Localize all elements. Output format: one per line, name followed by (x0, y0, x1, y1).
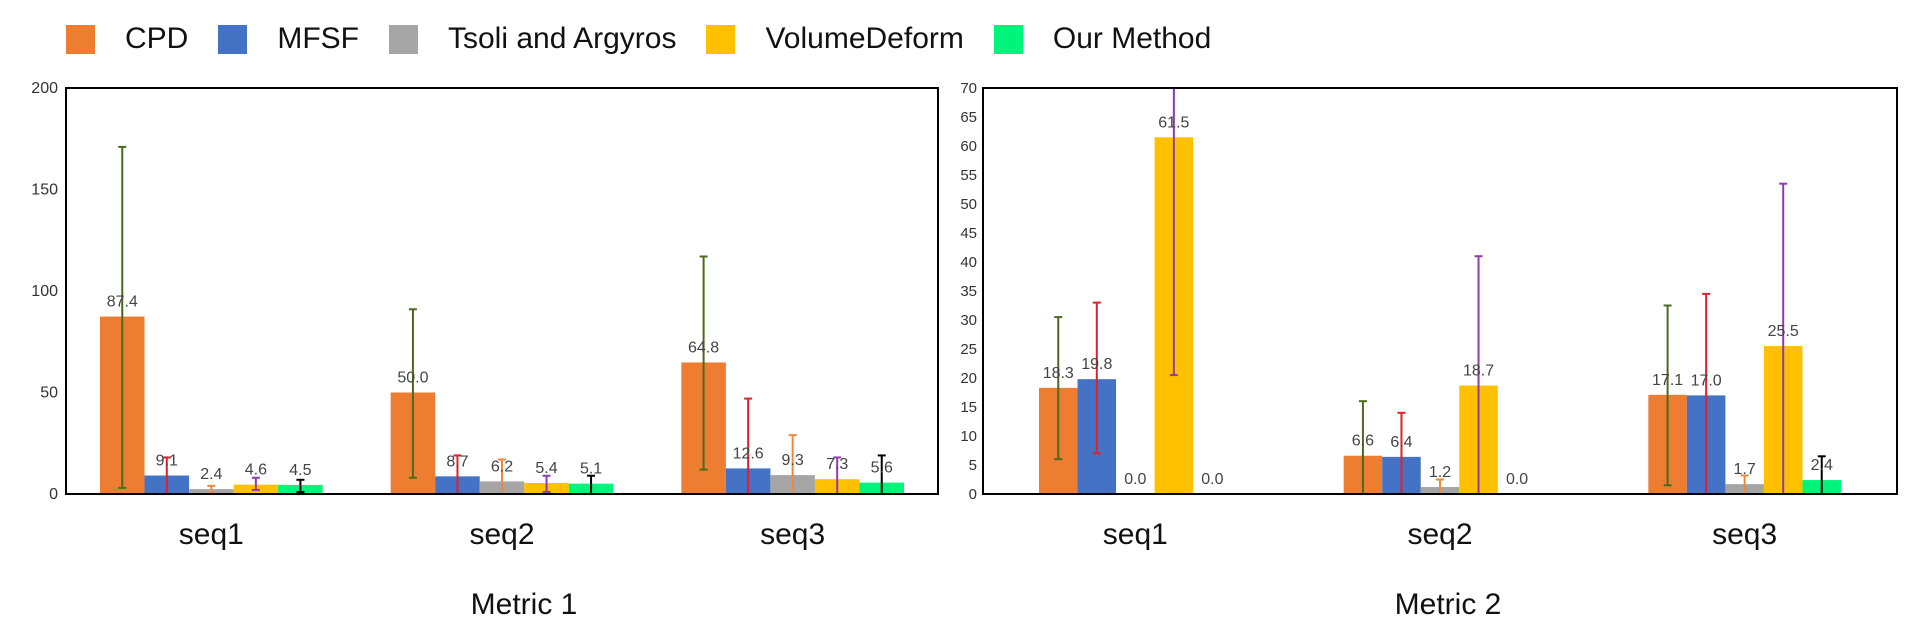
data-label-cpd-seq2: 50.0 (397, 370, 428, 387)
data-label-tsoli-and-argyros-seq2: 1.2 (1429, 464, 1451, 481)
data-label-tsoli-and-argyros-seq1: 2.4 (200, 466, 222, 483)
data-label-cpd-seq3: 64.8 (688, 339, 719, 356)
legend-item-mfsf: MFSF (218, 22, 359, 56)
error-bar-our-method-seq1 (296, 478, 305, 493)
data-label-our-method-seq3: 2.4 (1811, 457, 1833, 474)
y-tick-label-20: 20 (960, 370, 977, 387)
legend-swatch-tsoli-and-argyros (389, 24, 418, 54)
x-axis-title: Metric 1 (471, 588, 578, 621)
y-tick-label-150: 150 (31, 182, 58, 199)
error-bar-volumedeform-seq2 (542, 474, 551, 493)
legend-item-tsoli-and-argyros: Tsoli and Argyros (389, 22, 676, 56)
error-bar-volumedeform-seq1 (251, 476, 260, 491)
error-bars (118, 145, 886, 495)
data-label-our-method-seq3: 5.6 (871, 460, 893, 477)
chart-metric-2: 0 5 10 15 20 25 30 35 40 45 50 55 60 65 70 18.3 19.8 0.0 6… (960, 80, 1898, 621)
legend-swatch-cpd (66, 24, 95, 54)
error-bar-cpd-seq3 (1663, 304, 1672, 487)
legend-swatch-mfsf (218, 24, 248, 54)
data-label-tsoli-and-argyros-seq3: 1.7 (1734, 461, 1756, 478)
y-tick-label-35: 35 (960, 283, 977, 300)
legend-swatch-volumedeform (706, 24, 736, 54)
y-tick-label-100: 100 (31, 283, 58, 300)
data-label-mfsf-seq2: 8.7 (446, 453, 468, 470)
y-tick-label-5: 5 (969, 457, 977, 474)
legend-label-tsoli-and-argyros: Tsoli and Argyros (448, 22, 677, 55)
data-label-our-method-seq2: 0.0 (1506, 471, 1528, 488)
error-bar-mfsf-seq1 (1092, 301, 1101, 455)
chart-metric-1: 0 50 100 150 200 87.4 9.1 2.4 4.6 4.5 50.0 8.7 6.2 5.… (31, 80, 939, 621)
data-label-our-method-seq1: 4.5 (289, 462, 311, 479)
x-category-label-seq1: seq1 (179, 518, 244, 551)
data-label-volumedeform-seq1: 61.5 (1158, 114, 1189, 131)
plot-frame (65, 87, 939, 495)
y-tick-label-15: 15 (960, 399, 977, 416)
error-bar-cpd-seq1 (118, 145, 127, 489)
data-label-volumedeform-seq3: 25.5 (1768, 323, 1799, 340)
data-label-volumedeform-seq2: 5.4 (535, 460, 557, 477)
legend-item-volumedeform: VolumeDeform (706, 22, 964, 56)
data-label-volumedeform-seq1: 4.6 (245, 462, 267, 479)
legend-label-volumedeform: VolumeDeform (765, 22, 964, 55)
data-label-cpd-seq2: 6.6 (1352, 433, 1374, 450)
data-label-mfsf-seq1: 19.8 (1081, 356, 1112, 373)
data-label-our-method-seq1: 0.0 (1201, 471, 1223, 488)
data-label-tsoli-and-argyros-seq1: 0.0 (1124, 471, 1146, 488)
data-label-mfsf-seq3: 17.0 (1691, 372, 1722, 389)
legend-item-our-method: Our Method (993, 22, 1212, 56)
x-category-label-seq2: seq2 (1407, 518, 1472, 551)
y-tick-label-45: 45 (960, 225, 977, 242)
data-label-cpd-seq3: 17.1 (1652, 372, 1683, 389)
error-bar-cpd-seq2 (408, 308, 417, 479)
legend-label-our-method: Our Method (1052, 22, 1212, 55)
error-bar-cpd-seq1 (1054, 316, 1063, 461)
data-label-our-method-seq2: 5.1 (580, 461, 602, 478)
y-tick-label-60: 60 (960, 138, 977, 155)
y-tick-label-50: 50 (960, 196, 977, 213)
y-tick-label-50: 50 (40, 385, 58, 402)
plot-frame (982, 87, 1898, 495)
y-tick-label-0: 0 (49, 486, 58, 503)
legend-label-cpd: CPD (125, 22, 189, 55)
data-label-tsoli-and-argyros-seq3: 9.3 (782, 452, 804, 469)
data-label-cpd-seq1: 18.3 (1043, 365, 1074, 382)
y-tick-label-0: 0 (969, 486, 977, 503)
data-label-cpd-seq1: 87.4 (107, 294, 138, 311)
y-tick-label-40: 40 (960, 254, 977, 271)
x-category-label-seq3: seq3 (1712, 518, 1777, 551)
x-axis-title: Metric 2 (1395, 588, 1502, 621)
data-label-tsoli-and-argyros-seq2: 6.2 (491, 458, 513, 475)
y-tick-label-10: 10 (960, 428, 977, 445)
y-tick-label-25: 25 (960, 341, 977, 358)
y-tick-label-65: 65 (960, 109, 977, 126)
y-tick-label-30: 30 (960, 312, 977, 329)
data-label-volumedeform-seq3: 7.3 (826, 456, 848, 473)
error-bar-tsoli-and-argyros-seq1 (207, 484, 216, 494)
data-label-mfsf-seq3: 12.6 (733, 445, 764, 462)
data-label-mfsf-seq1: 9.1 (156, 453, 178, 470)
legend-swatch-our-method (993, 24, 1023, 54)
legend-item-cpd: CPD (66, 22, 188, 56)
data-labels: 87.4 9.1 2.4 4.6 4.5 50.0 8.7 6.2 5.4 5.1 64.8 12.6… (107, 294, 893, 484)
y-tick-label-200: 200 (31, 80, 58, 97)
y-tick-label-70: 70 (960, 80, 977, 97)
legend: CPD MFSF Tsoli and Argyros VolumeDeform … (66, 22, 1241, 56)
x-category-label-seq3: seq3 (760, 518, 825, 551)
x-category-label-seq1: seq1 (1103, 518, 1168, 551)
data-label-volumedeform-seq2: 18.7 (1463, 363, 1494, 380)
x-category-label-seq2: seq2 (469, 518, 534, 551)
y-tick-label-55: 55 (960, 167, 977, 184)
data-label-mfsf-seq2: 6.4 (1390, 434, 1412, 451)
legend-label-mfsf: MFSF (277, 22, 359, 55)
error-bar-cpd-seq3 (699, 255, 708, 471)
bars (1039, 137, 1841, 495)
data-labels: 18.3 19.8 0.0 61.5 0.0 6.6 6.4 1.2 18.7 0.0 17.1 17… (1043, 114, 1833, 488)
